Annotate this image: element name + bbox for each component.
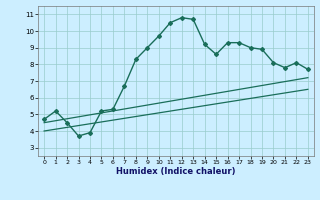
X-axis label: Humidex (Indice chaleur): Humidex (Indice chaleur) <box>116 167 236 176</box>
